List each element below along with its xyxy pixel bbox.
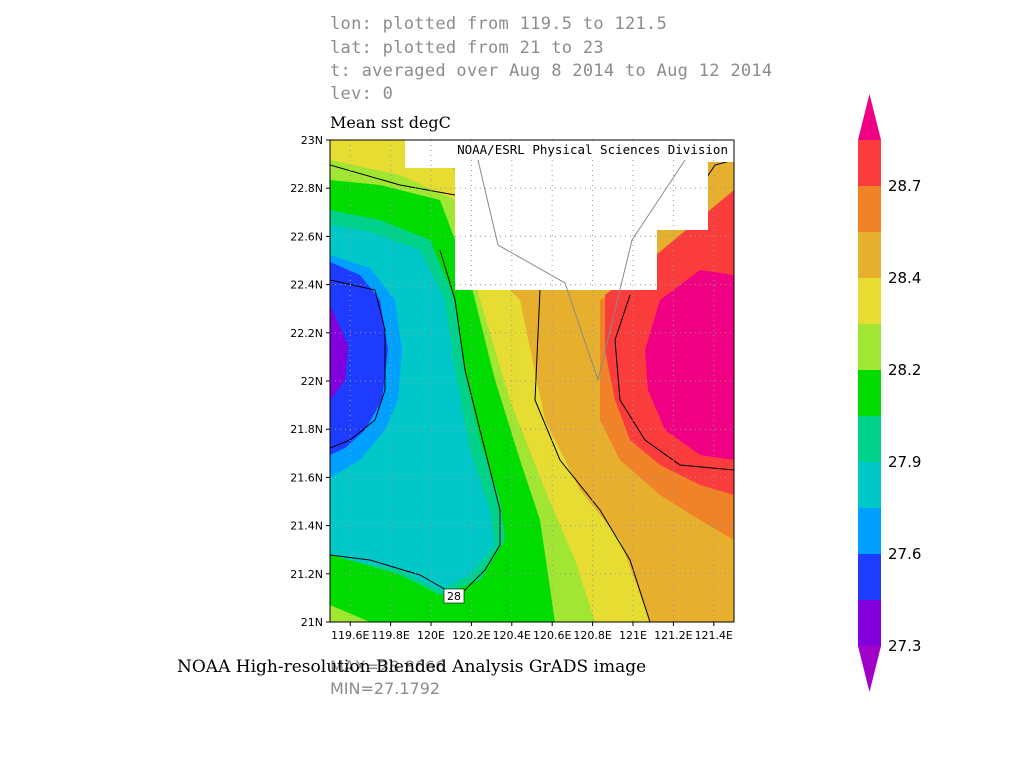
colorbar-segment xyxy=(858,554,881,601)
contour-line xyxy=(330,164,456,196)
colorbar-label: 27.9 xyxy=(888,453,921,471)
colorbar: 27.3 27.6 27.9 28.2 28.4 28.7 xyxy=(858,94,921,692)
colorbar-label: 28.7 xyxy=(888,177,921,195)
x-tick-label: 120.2E xyxy=(452,629,490,642)
band-purple xyxy=(330,305,348,400)
source-label-box: NOAA/ESRL Physical Sciences Division xyxy=(442,141,732,159)
coastline-path xyxy=(477,159,686,382)
x-tick-label: 121E xyxy=(619,629,647,642)
x-tick-label: 120.6E xyxy=(533,629,571,642)
colorbar-top-arrow xyxy=(858,94,881,140)
time-range-text: t: averaged over Aug 8 2014 to Aug 12 20… xyxy=(330,61,773,81)
max-value-text: MAX=28.8666 xyxy=(330,657,446,676)
y-tick-label: 22.8N xyxy=(290,182,323,195)
x-tick-label: 120E xyxy=(417,629,445,642)
band-magenta xyxy=(645,270,734,460)
x-tick-label: 120.4E xyxy=(493,629,531,642)
source-label: NOAA/ESRL Physical Sciences Division xyxy=(457,142,728,157)
colorbar-segment xyxy=(858,462,881,509)
colorbar-segment xyxy=(858,232,881,279)
x-tick-label: 120.8E xyxy=(573,629,611,642)
contour-line xyxy=(330,554,456,596)
y-tick-label: 21N xyxy=(301,616,323,629)
colorbar-segment xyxy=(858,370,881,417)
y-tick-label: 22N xyxy=(301,375,323,388)
colorbar-segment xyxy=(858,508,881,555)
image-credit: NOAA High-resolution Blended Analysis Gr… xyxy=(177,657,647,677)
band-blue xyxy=(330,262,388,455)
colorbar-bottom-arrow xyxy=(858,646,881,692)
colorbar-label: 27.3 xyxy=(888,637,921,655)
y-tick-label: 21.8N xyxy=(290,423,323,436)
colorbar-segment xyxy=(858,186,881,233)
y-tick-label: 22.6N xyxy=(290,230,323,243)
lat-range-text: lat: plotted from 21 to 23 xyxy=(330,38,604,58)
x-tick-label: 119.6E xyxy=(331,629,369,642)
colorbar-segment xyxy=(858,416,881,463)
colorbar-segment xyxy=(858,140,881,187)
min-value-text: MIN=27.1792 xyxy=(330,679,441,698)
colorbar-label: 28.4 xyxy=(888,269,921,287)
coastline xyxy=(477,159,686,382)
y-tick-label: 22.4N xyxy=(290,279,323,292)
land-mask xyxy=(405,140,734,290)
colorbar-segment xyxy=(858,600,881,647)
y-tick-label: 21.2N xyxy=(290,568,323,581)
sst-field xyxy=(330,140,734,622)
colorbar-label: 28.2 xyxy=(888,361,921,379)
colorbar-segment xyxy=(858,278,881,325)
x-axis: 119.6E 119.8E 120E 120.2E 120.4E 120.6E 120.8E… xyxy=(331,622,733,642)
x-tick-label: 119.8E xyxy=(371,629,409,642)
contour-label-box: 28 xyxy=(443,588,465,604)
level-text: lev: 0 xyxy=(330,84,394,104)
colorbar-label: 27.6 xyxy=(888,545,921,563)
contour-label: 28 xyxy=(447,590,461,603)
chart-title: Mean sst degC xyxy=(330,113,451,132)
band-lime-bottom xyxy=(330,605,370,622)
x-tick-label: 121.2E xyxy=(654,629,692,642)
y-tick-label: 23N xyxy=(301,134,323,147)
lon-range-text: lon: plotted from 119.5 to 121.5 xyxy=(330,14,668,34)
y-tick-label: 22.2N xyxy=(290,327,323,340)
colorbar-segment xyxy=(858,324,881,371)
gridlines xyxy=(330,140,734,622)
y-axis: 21N 21.2N 21.4N 21.6N 21.8N 22N 22.2N 22.4N 22.6… xyxy=(290,134,330,629)
contour-line xyxy=(439,249,501,596)
x-tick-label: 121.4E xyxy=(695,629,733,642)
y-tick-label: 21.4N xyxy=(290,520,323,533)
y-tick-label: 21.6N xyxy=(290,471,323,484)
